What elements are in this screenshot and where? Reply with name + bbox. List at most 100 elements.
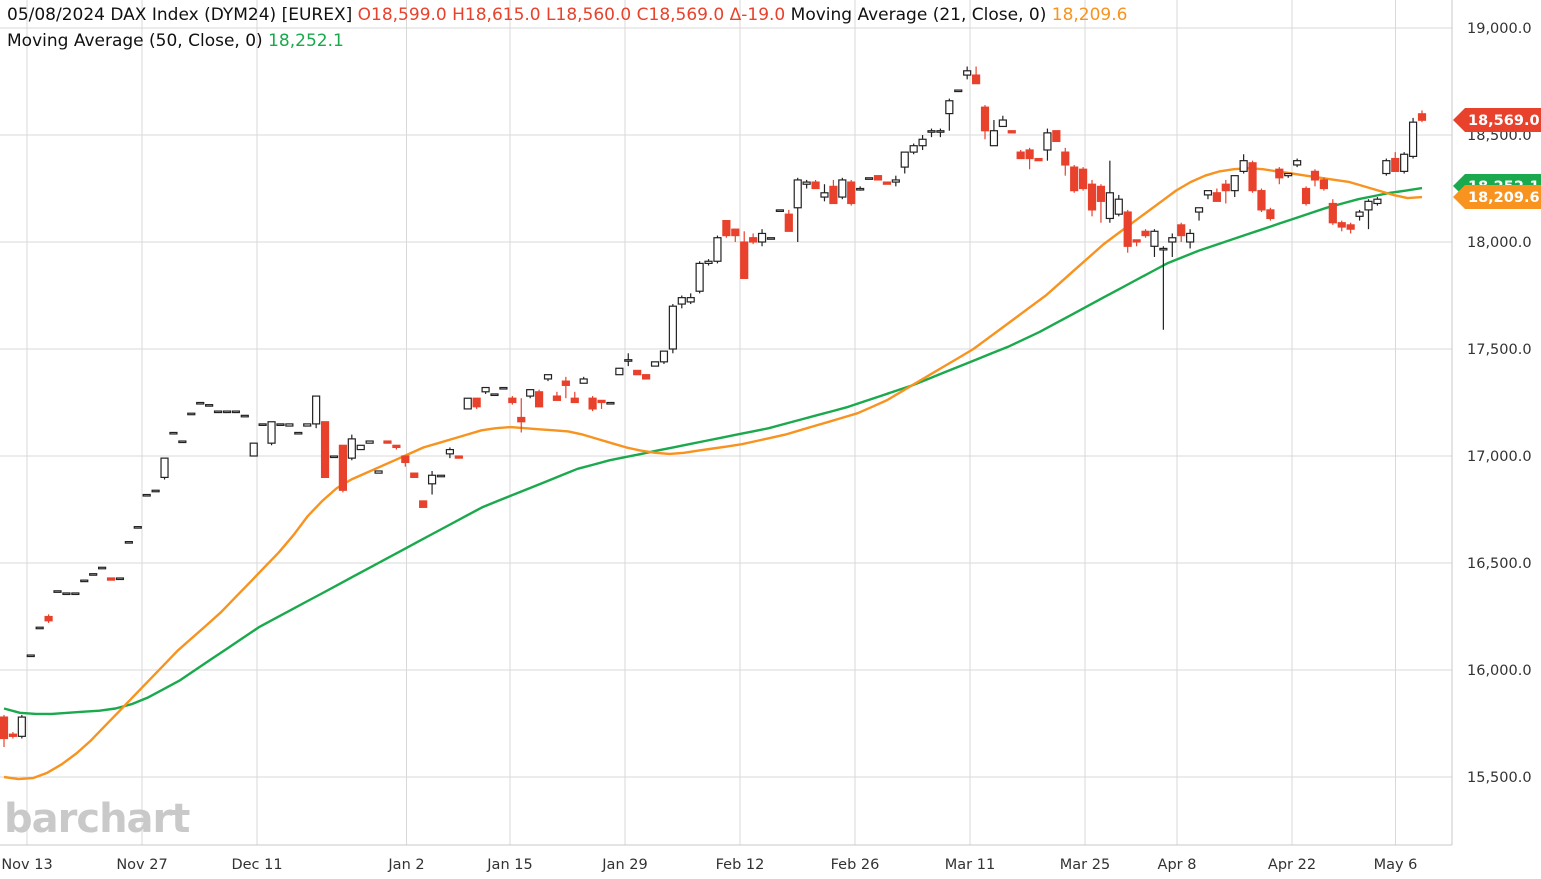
candle-body (864, 177, 874, 180)
candle-body (963, 70, 972, 76)
x-tick-label: Nov 13 (1, 857, 52, 873)
candle (312, 395, 321, 429)
candle-body (294, 431, 303, 435)
candle-body (374, 470, 383, 474)
header-open: O18,599.0 (357, 5, 447, 25)
candle (1239, 154, 1248, 174)
candle (909, 143, 918, 155)
header-date: 05/08/2024 (7, 5, 105, 25)
candle (1337, 220, 1346, 232)
candle (757, 229, 767, 247)
x-tick-label: Apr 8 (1158, 857, 1197, 873)
candle (882, 181, 892, 185)
x-tick-label: Jan 29 (601, 857, 647, 873)
candle (606, 401, 615, 405)
candle (1070, 164, 1079, 193)
candle (936, 128, 945, 138)
y-tick-label: 15,500.0 (1467, 770, 1532, 786)
header-low: L18,560.0 (546, 5, 632, 25)
candle-body (659, 350, 669, 363)
candle (722, 220, 731, 238)
candle (811, 179, 820, 190)
candle (1408, 117, 1418, 159)
candle-body (338, 444, 347, 491)
candle (26, 654, 35, 658)
candle (294, 431, 303, 435)
candle-body (1382, 160, 1391, 175)
candle (347, 434, 356, 461)
candle-body (1301, 187, 1311, 205)
candle-body (222, 410, 232, 414)
candle-body (35, 626, 44, 630)
candle-body (115, 577, 125, 581)
candle (1007, 130, 1016, 134)
candle (945, 98, 954, 131)
candle (267, 421, 276, 446)
candle-body (650, 361, 660, 367)
candle-body (954, 89, 963, 93)
candle-body (579, 378, 588, 384)
x-tick-label: Nov 27 (116, 857, 167, 873)
candle-body (205, 404, 214, 407)
candle-body (1293, 160, 1302, 166)
x-tick-label: May 6 (1374, 857, 1418, 873)
candle-body (401, 455, 410, 464)
candle-body (749, 237, 758, 243)
candle (1141, 229, 1150, 238)
candle-body (1079, 168, 1088, 190)
candle (704, 259, 713, 266)
candle (17, 714, 26, 739)
candle-body (133, 526, 142, 529)
candle (1025, 147, 1034, 170)
candle (749, 233, 758, 245)
candle (561, 376, 570, 399)
candle (508, 396, 517, 405)
candle-body (1141, 230, 1150, 237)
candle-body (169, 431, 178, 435)
candle-body (633, 369, 642, 376)
candle-body (1016, 151, 1025, 160)
candle-body (1266, 209, 1275, 220)
candle-body (142, 493, 151, 497)
candle (1016, 149, 1025, 160)
candle-body (1319, 179, 1328, 190)
candle-body (971, 74, 981, 85)
candle-body (53, 590, 62, 593)
header-high: H18,615.0 (452, 5, 541, 25)
candle (124, 540, 133, 544)
candle (784, 209, 793, 232)
candle (980, 105, 990, 140)
candle-body (1034, 157, 1043, 162)
candle-body (1248, 162, 1257, 192)
candle (445, 447, 455, 459)
candle-body (838, 179, 847, 198)
candle (374, 470, 383, 474)
candle-body (927, 130, 936, 133)
candle-body (1257, 190, 1266, 211)
candle (338, 444, 347, 493)
candle (436, 474, 446, 478)
candle-body (89, 573, 98, 576)
candle-body (740, 241, 749, 279)
y-tick-label: 17,500.0 (1467, 342, 1532, 358)
candle (1417, 110, 1427, 123)
candle (517, 398, 526, 433)
candle (196, 401, 205, 405)
candle (526, 389, 535, 399)
candle-body (392, 444, 401, 449)
candle (419, 500, 428, 508)
candle (213, 410, 223, 414)
candle (1284, 172, 1293, 178)
candles (0, 66, 1427, 748)
candle-body (1275, 168, 1284, 179)
candle-body (606, 401, 615, 405)
candle (1248, 160, 1257, 193)
candle (1132, 239, 1141, 247)
candle-body (1310, 170, 1320, 181)
ma21-line (3, 166, 1423, 781)
candle-body (882, 181, 892, 185)
candle (1043, 128, 1052, 161)
candle (392, 444, 401, 450)
